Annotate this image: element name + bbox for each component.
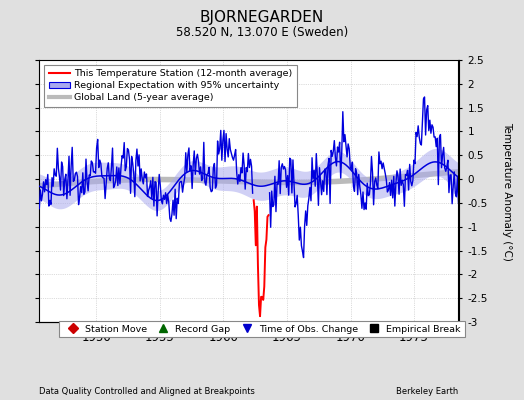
Text: Berkeley Earth: Berkeley Earth	[396, 387, 458, 396]
Legend: Station Move, Record Gap, Time of Obs. Change, Empirical Break: Station Move, Record Gap, Time of Obs. C…	[59, 321, 465, 337]
Y-axis label: Temperature Anomaly (°C): Temperature Anomaly (°C)	[502, 122, 512, 260]
Text: 58.520 N, 13.070 E (Sweden): 58.520 N, 13.070 E (Sweden)	[176, 26, 348, 39]
Text: Data Quality Controlled and Aligned at Breakpoints: Data Quality Controlled and Aligned at B…	[39, 387, 255, 396]
Text: BJORNEGARDEN: BJORNEGARDEN	[200, 10, 324, 25]
Legend: This Temperature Station (12-month average), Regional Expectation with 95% uncer: This Temperature Station (12-month avera…	[44, 65, 297, 107]
